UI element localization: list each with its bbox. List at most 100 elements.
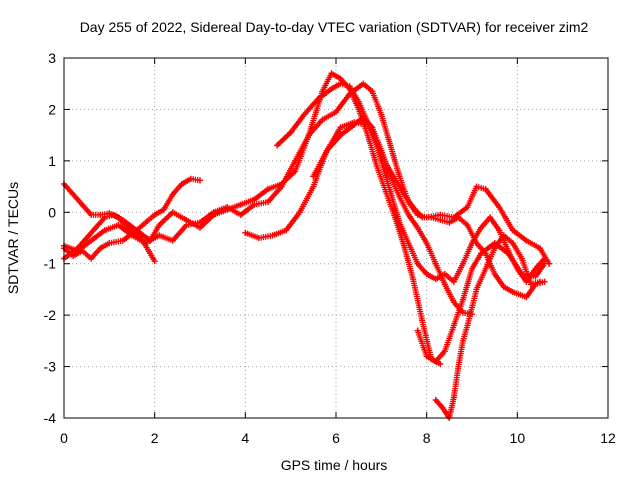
data-point: [482, 186, 489, 193]
data-point: [360, 80, 367, 87]
data-point: [369, 127, 376, 133]
data-point: [439, 404, 446, 411]
data-point: [527, 281, 534, 288]
data-point: [432, 358, 439, 365]
data-point: [242, 229, 249, 236]
data-point: [464, 322, 471, 329]
data-point: [169, 191, 176, 198]
data-point: [142, 219, 149, 226]
data-point: [419, 317, 426, 324]
data-point: [287, 129, 294, 136]
x-tick-label: 4: [241, 430, 249, 446]
data-point: [337, 132, 344, 139]
data-point: [414, 224, 421, 231]
x-tick-label: 6: [332, 430, 340, 446]
x-tick-label: 2: [151, 430, 159, 446]
data-point: [101, 214, 108, 221]
data-point: [310, 183, 317, 190]
data-point: [355, 98, 362, 105]
data-point: [142, 240, 149, 247]
data-point: [237, 201, 244, 208]
data-point: [423, 353, 430, 360]
data-point: [459, 260, 466, 267]
data-point: [491, 271, 498, 277]
data-point: [378, 111, 385, 118]
data-point: [401, 242, 407, 249]
data-point: [523, 294, 530, 301]
data-point: [255, 235, 262, 241]
data-point: [423, 240, 430, 247]
data-point: [450, 299, 457, 306]
series-layer: [61, 70, 553, 421]
data-point: [187, 175, 194, 182]
data-point: [97, 245, 104, 252]
y-tick-label: 2: [48, 101, 56, 117]
data-point: [446, 219, 453, 226]
data-point: [369, 88, 376, 95]
data-point: [346, 83, 353, 90]
data-point: [523, 237, 530, 244]
data-point: [478, 250, 485, 257]
data-point: [115, 222, 122, 229]
series-arc-9: [414, 240, 548, 365]
data-point: [278, 183, 285, 190]
data-point: [119, 237, 126, 244]
y-tick-labels: -4 -3 -2 -1 0 1 2 3: [44, 50, 57, 426]
series-arc-8: [432, 232, 543, 421]
data-point: [79, 201, 86, 208]
data-point: [537, 245, 543, 252]
series-arc-5: [242, 119, 548, 301]
data-point: [450, 394, 457, 401]
data-point: [464, 222, 471, 229]
data-point: [106, 240, 113, 247]
data-point: [183, 217, 190, 223]
data-point: [509, 240, 516, 247]
y-tick-label: -1: [44, 256, 57, 272]
y-axis-label: SDTVAR / TECUs: [5, 182, 21, 294]
data-point: [251, 201, 258, 208]
data-point: [432, 260, 439, 267]
plus-marks: [432, 232, 543, 421]
data-point: [133, 227, 140, 234]
data-point: [70, 191, 77, 198]
data-point: [437, 211, 444, 218]
data-point: [455, 363, 462, 370]
data-point: [169, 237, 176, 244]
y-tick-label: 0: [48, 204, 56, 220]
data-point: [469, 240, 475, 247]
data-point: [97, 211, 104, 218]
data-point: [224, 204, 231, 211]
data-point: [541, 255, 548, 262]
data-point: [419, 214, 426, 221]
data-point: [387, 188, 394, 195]
data-point: [473, 183, 480, 190]
data-point: [169, 209, 176, 216]
series-arc-3: [61, 70, 444, 367]
x-tick-labels: 0 2 4 6 8 10 12: [60, 430, 616, 446]
data-point: [378, 157, 385, 164]
x-tick-label: 0: [60, 430, 68, 446]
data-point: [491, 245, 498, 252]
data-point: [401, 191, 407, 198]
data-point: [432, 397, 439, 403]
y-tick-label: -4: [44, 410, 57, 426]
data-point: [391, 214, 398, 221]
data-point: [537, 278, 543, 285]
data-point: [509, 227, 516, 234]
data-point: [437, 217, 444, 223]
data-point: [337, 124, 344, 131]
data-point: [441, 281, 448, 288]
data-point: [337, 75, 344, 82]
chart-title: Day 255 of 2022, Sidereal Day-to-day VTE…: [80, 19, 589, 35]
data-point: [251, 196, 258, 203]
data-point: [500, 232, 507, 239]
data-point: [88, 237, 95, 244]
data-point: [496, 204, 503, 211]
y-tick-label: 1: [48, 153, 56, 169]
data-point: [469, 304, 475, 311]
data-point: [396, 173, 403, 180]
data-point: [437, 361, 444, 367]
data-point: [482, 265, 489, 272]
data-point: [265, 186, 271, 193]
